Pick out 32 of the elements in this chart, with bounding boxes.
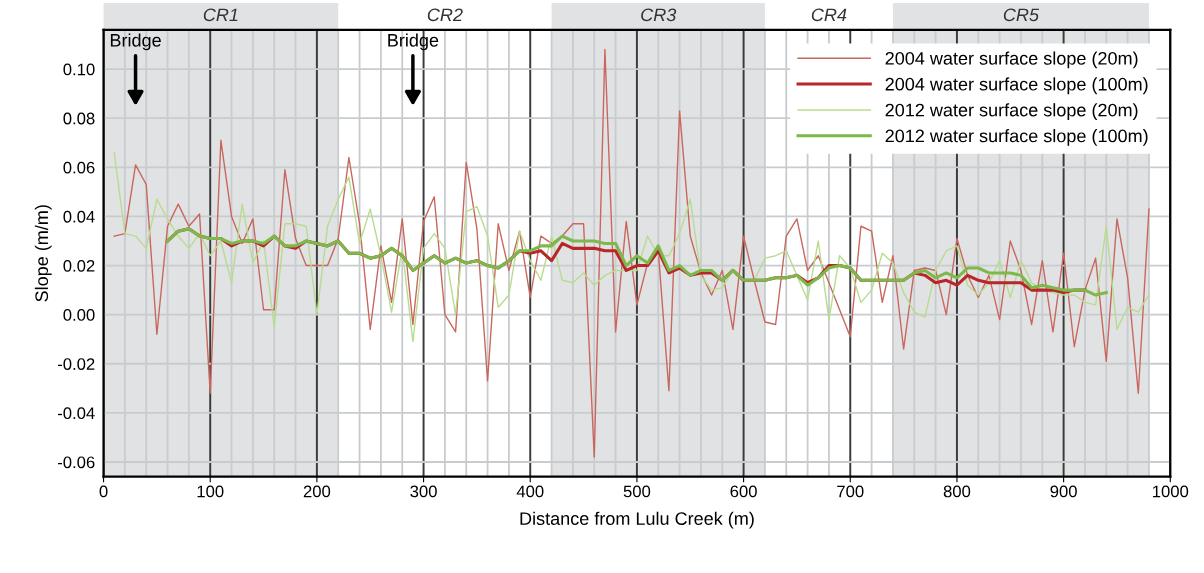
annotation: Bridge [110, 33, 161, 51]
y-tick-label: -0.06 [57, 456, 95, 469]
x-tick-label: 700 [837, 485, 864, 498]
x-tick-label: 600 [730, 485, 757, 498]
band-label: CR1 [203, 8, 238, 22]
y-tick-label: 0.02 [63, 259, 95, 272]
x-tick-label: 500 [623, 485, 651, 498]
legend-label: 2012 water surface slope (20m) [885, 103, 1138, 121]
y-tick-label: 0.06 [63, 161, 95, 174]
x-axis-title: Distance from Lulu Creek (m) [520, 511, 754, 529]
x-tick-label: 1000 [1153, 485, 1189, 498]
x-tick-label: 100 [197, 485, 224, 498]
y-tick-label: 0.08 [63, 112, 95, 125]
x-tick-label: 300 [410, 485, 437, 498]
text: CR2 [427, 8, 463, 22]
y-tick-label: 0.00 [63, 309, 95, 321]
legend-label: 2012 water surface slope (100m) [885, 129, 1148, 146]
legend-label: 2004 water surface slope (100m) [885, 77, 1148, 95]
text: CR4 [811, 8, 847, 22]
y-tick-label: -0.04 [57, 407, 95, 420]
band-label: CR3 [641, 8, 677, 22]
y-tick-label: 0.10 [63, 63, 95, 76]
legend-label: 2004 water surface slope (20m) [885, 51, 1138, 69]
x-tick-label: 400 [516, 485, 544, 498]
x-tick-label: 0 [99, 485, 108, 498]
x-tick-label: 900 [1050, 485, 1077, 498]
y-axis-title: Slope (m/m) [34, 205, 52, 302]
x-tick-label: 800 [943, 485, 971, 498]
y-tick-label: -0.02 [57, 358, 95, 370]
y-tick-label: 0.04 [63, 210, 95, 223]
band-label: CR5 [1003, 8, 1040, 22]
x-tick-label: 200 [303, 485, 331, 498]
